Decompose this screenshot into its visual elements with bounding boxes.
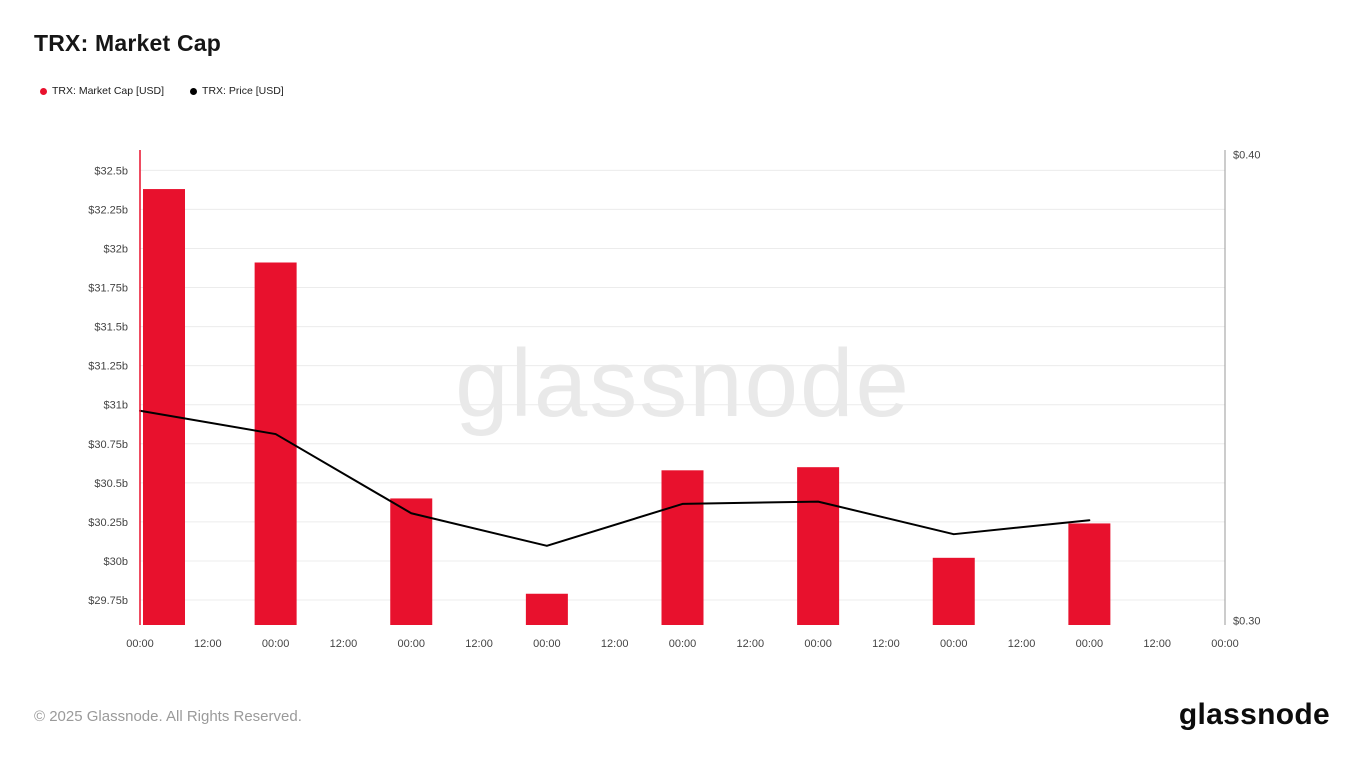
market-cap-bar[interactable] [797, 467, 840, 625]
x-axis-tick-label: 12:00 [1008, 638, 1036, 650]
right-axis-tick-label: $0.30 [1233, 615, 1261, 627]
x-axis-tick-label: 12:00 [737, 638, 765, 650]
x-axis-tick-label: 12:00 [330, 638, 358, 650]
left-axis-tick-label: $31.25b [88, 361, 128, 373]
right-axis-tick-label: $0.40 [1233, 150, 1261, 162]
market-cap-bar[interactable] [390, 498, 433, 625]
left-axis-tick-label: $30.25b [88, 517, 128, 529]
legend: TRX: Market Cap [USD] TRX: Price [USD] [40, 85, 284, 97]
price-line [139, 409, 1091, 547]
x-axis-tick-label: 00:00 [804, 638, 832, 650]
market-cap-bar[interactable] [661, 470, 704, 625]
x-axis-tick-label: 00:00 [1076, 638, 1104, 650]
x-axis-tick-label: 12:00 [465, 638, 493, 650]
glassnode-logo: glassnode [1178, 698, 1330, 731]
chart-canvas[interactable]: $29.75b $30b $30.25b $30.5b $30.75b $31b $31.2… [0, 138, 1366, 678]
market-cap-bar[interactable] [143, 189, 185, 625]
x-axis-tick-label: 00:00 [262, 638, 290, 650]
left-axis-tick-label: $31.5b [94, 322, 128, 334]
legend-item-price[interactable]: TRX: Price [USD] [190, 85, 284, 97]
left-axis-tick-label: $31b [104, 400, 128, 412]
legend-item-market-cap[interactable]: TRX: Market Cap [USD] [40, 85, 164, 97]
x-axis-tick-label: 12:00 [1143, 638, 1171, 650]
x-axis-tick-label: 00:00 [533, 638, 561, 650]
left-axis-tick-label: $30.75b [88, 439, 128, 451]
x-axis-tick-label: 00:00 [397, 638, 425, 650]
left-axis-tick-label: $32.25b [88, 204, 128, 216]
legend-label-market-cap: TRX: Market Cap [USD] [52, 85, 165, 97]
price-legend-dot-icon [190, 87, 198, 95]
x-axis-tick-label: 00:00 [940, 638, 968, 650]
x-axis-tick-label: 12:00 [194, 638, 222, 650]
x-axis-tick-label: 00:00 [669, 638, 697, 650]
market-cap-bar[interactable] [932, 557, 975, 625]
x-axis-tick-label: 12:00 [872, 638, 900, 650]
market-cap-legend-dot-icon [40, 87, 47, 95]
x-axis-tick-label: 12:00 [601, 638, 629, 650]
market-cap-bar[interactable] [525, 593, 568, 625]
x-axis-tick-label: 00:00 [126, 638, 154, 650]
x-axis-tick-label: 00:00 [1211, 638, 1239, 650]
legend-label-price: TRX: Price [USD] [202, 85, 284, 97]
left-axis-tick-label: $32.5b [94, 165, 128, 177]
left-axis-tick-label: $29.75b [88, 595, 128, 607]
watermark-text: glassnode [455, 330, 911, 437]
market-cap-bar[interactable] [1068, 523, 1111, 625]
left-axis-tick-label: $30.5b [94, 478, 128, 490]
market-cap-bar[interactable] [254, 262, 297, 626]
footer-copyright: © 2025 Glassnode. All Rights Reserved. [34, 708, 302, 725]
left-axis-tick-label: $32b [104, 243, 128, 255]
page-title: TRX: Market Cap [34, 30, 222, 56]
left-axis-tick-label: $30b [104, 556, 128, 568]
left-axis-tick-label: $31.75b [88, 283, 128, 295]
